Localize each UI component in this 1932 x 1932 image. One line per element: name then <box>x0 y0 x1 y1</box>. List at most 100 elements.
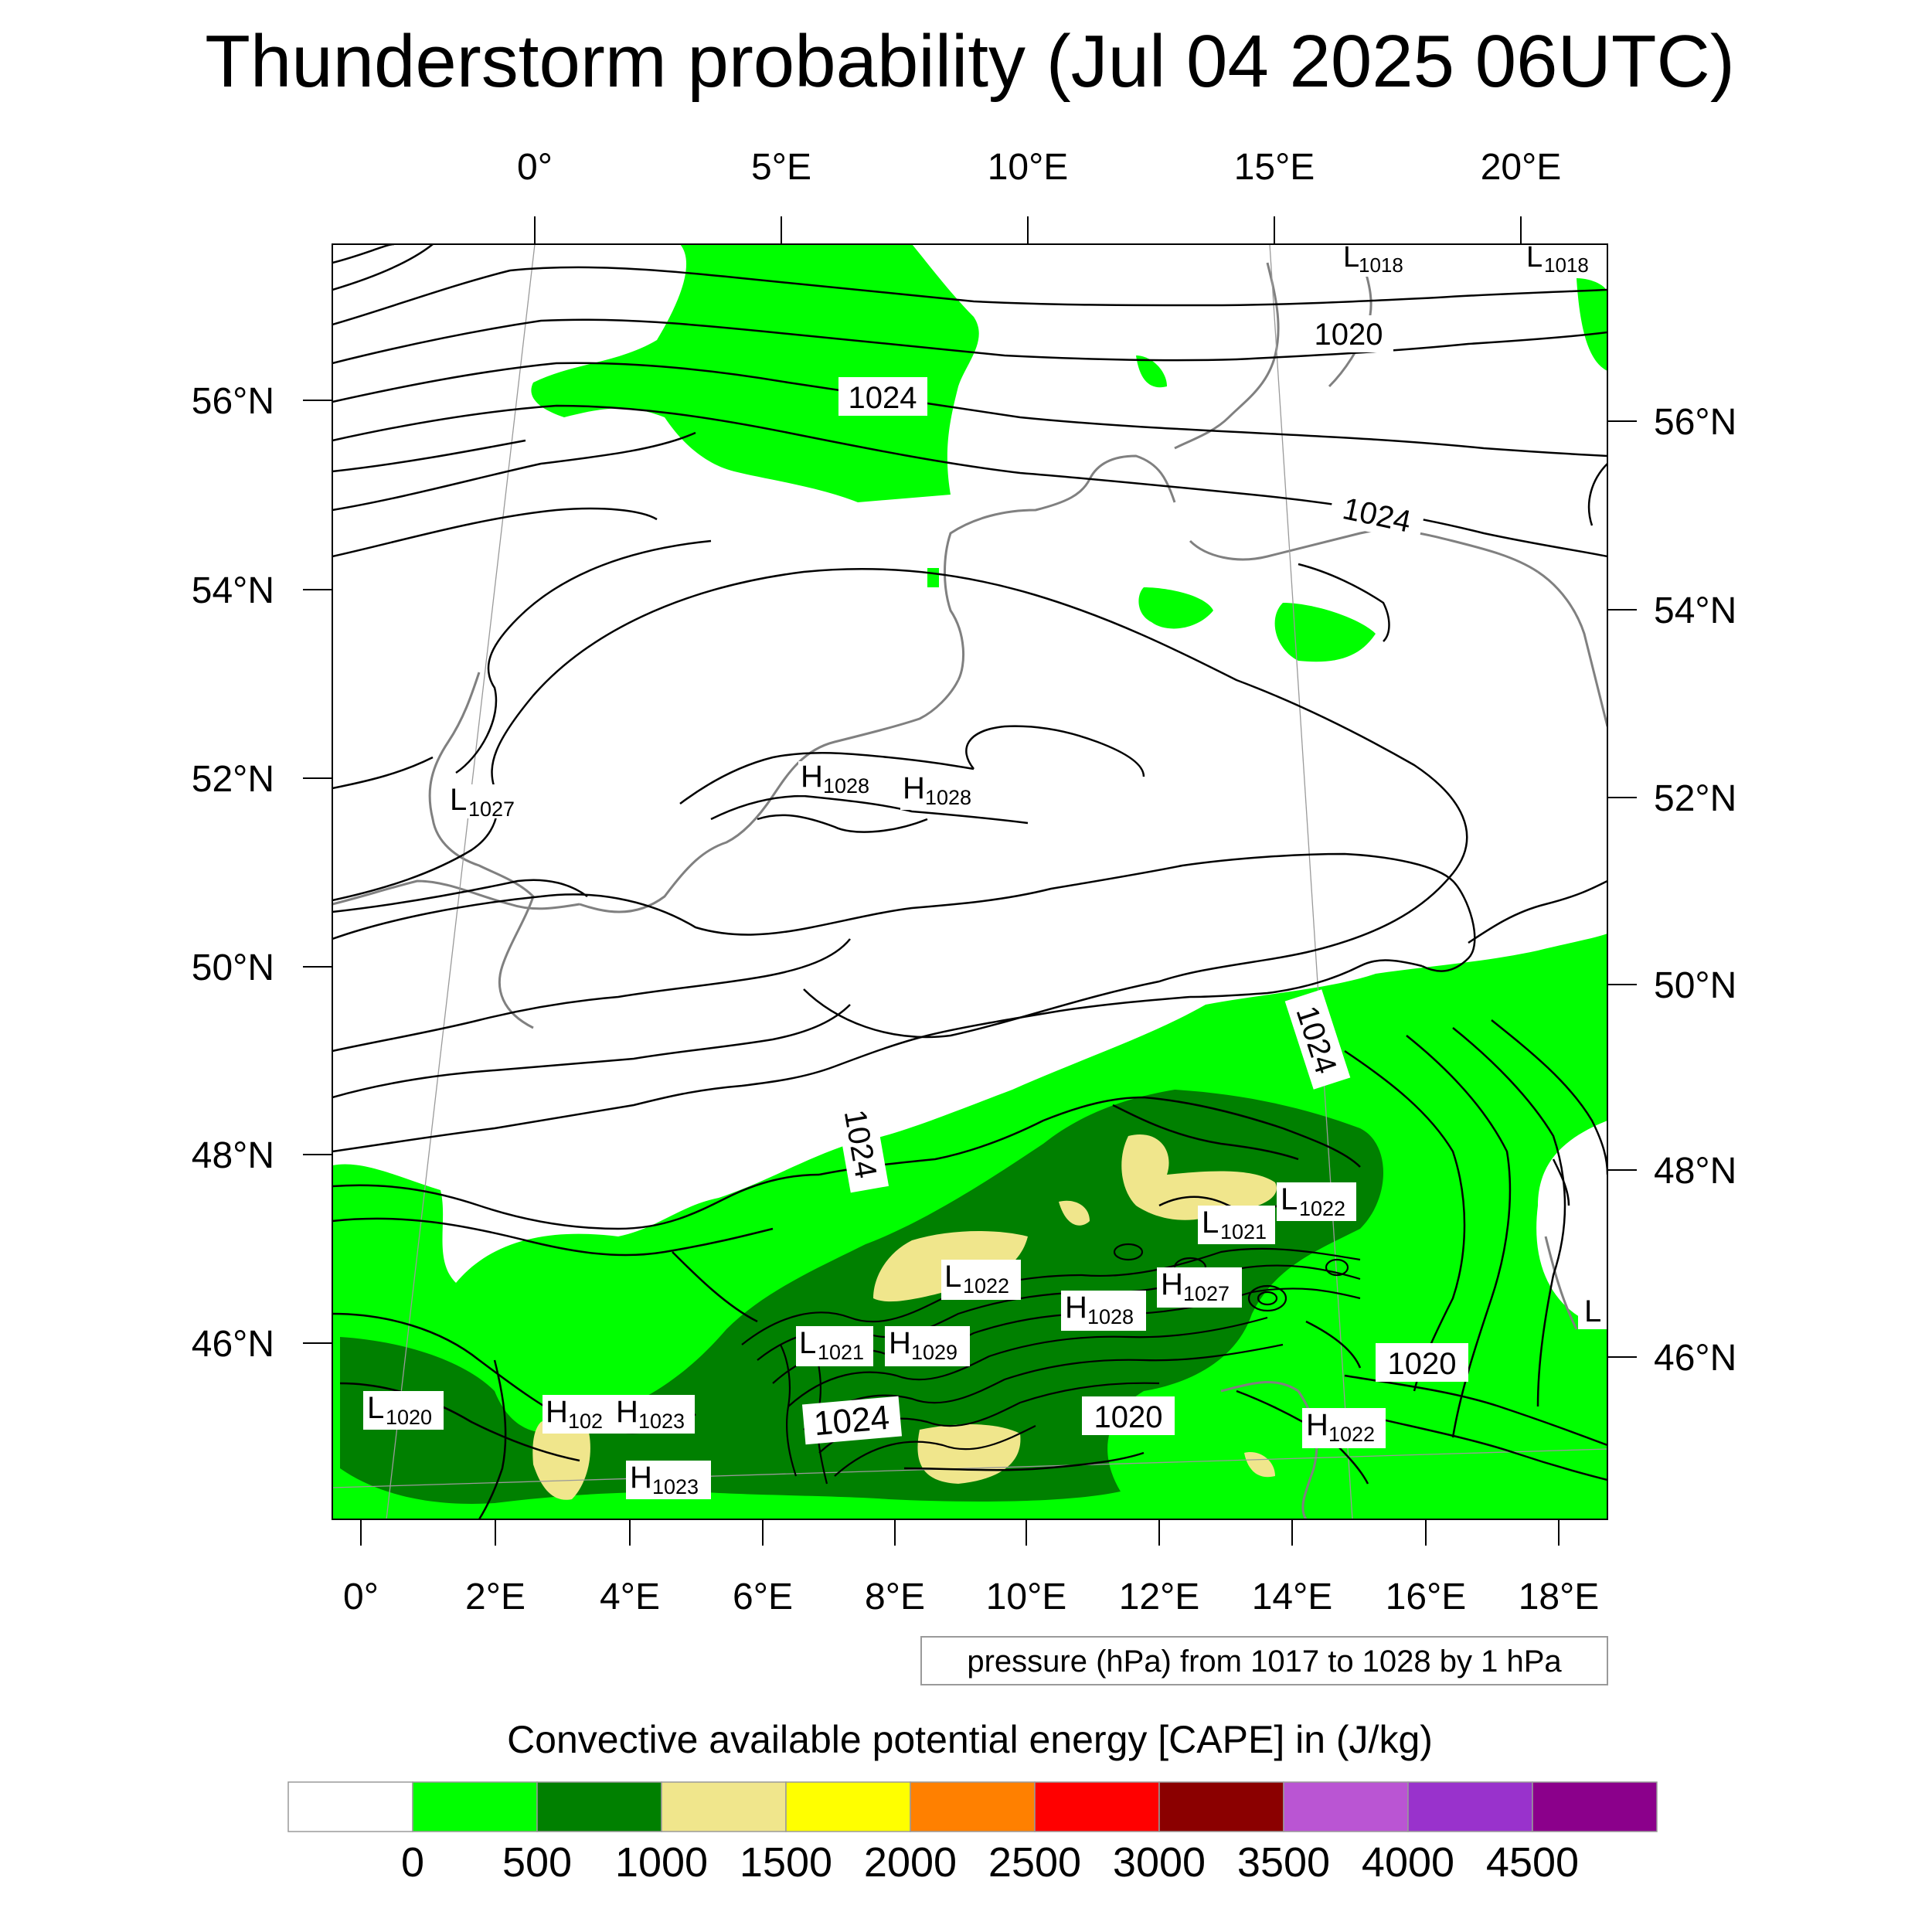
top-lon-tick-label: 15°E <box>1234 147 1315 188</box>
pressure-center-low: L 1020 <box>363 1391 444 1430</box>
svg-text:H: H <box>630 1461 652 1495</box>
top-lon-tick-label: 10°E <box>988 147 1069 188</box>
svg-text:L: L <box>450 783 467 817</box>
bottom-lon-tick-label: 16°E <box>1386 1577 1467 1617</box>
bottom-lon-tick-label: 2°E <box>465 1577 526 1617</box>
map-panel: 1024 1024 1024 1024 1020 1020 1020 1024 … <box>332 241 1607 1519</box>
svg-text:1021: 1021 <box>818 1341 864 1364</box>
svg-text:1029: 1029 <box>911 1341 957 1364</box>
left-lat-tick-label: 52°N <box>192 759 274 800</box>
svg-text:1021: 1021 <box>1220 1220 1267 1243</box>
bottom-longitude-labels: 0° 2°E 4°E 6°E 8°E 10°E 12°E 14°E 16°E 1… <box>343 1577 1599 1617</box>
svg-text:1020: 1020 <box>1315 318 1383 352</box>
colorbar-swatch <box>412 1781 538 1832</box>
right-lat-tick-label: 54°N <box>1654 590 1736 631</box>
left-lat-tick-label: 48°N <box>192 1135 274 1176</box>
svg-text:L: L <box>1281 1182 1298 1216</box>
pressure-center-low: L 1021 <box>796 1326 873 1366</box>
bottom-longitude-axis <box>360 1519 1560 1546</box>
pressure-center-high: H 1028 <box>900 771 984 810</box>
svg-text:L: L <box>1584 1294 1601 1328</box>
pressure-center-high: H 1027 <box>1157 1267 1242 1308</box>
colorbar-swatch <box>287 1781 413 1832</box>
isobar-label: 1024 <box>1284 989 1351 1090</box>
svg-text:L: L <box>1526 241 1543 274</box>
svg-text:H: H <box>1306 1408 1328 1442</box>
bottom-lon-tick-label: 14°E <box>1252 1577 1333 1617</box>
isobar-label: 1020 <box>1082 1396 1175 1435</box>
contour-info-box: pressure (hPa) from 1017 to 1028 by 1 hP… <box>920 1636 1608 1685</box>
svg-text:1028: 1028 <box>823 774 869 798</box>
svg-text:1020: 1020 <box>1388 1347 1457 1381</box>
colorbar-swatch <box>1532 1781 1658 1832</box>
svg-text:1027: 1027 <box>468 798 515 821</box>
svg-text:1018: 1018 <box>1359 253 1403 277</box>
svg-text:1028: 1028 <box>925 786 971 809</box>
svg-text:1020: 1020 <box>386 1406 432 1429</box>
colorbar-swatch <box>1158 1781 1284 1832</box>
pressure-center-high: H 102 <box>543 1395 614 1434</box>
pressure-center-high: H 1023 <box>613 1395 695 1434</box>
svg-text:1023: 1023 <box>638 1410 685 1433</box>
colorbar-tick-label: 1000 <box>615 1839 708 1886</box>
svg-text:L: L <box>367 1391 384 1425</box>
top-longitude-labels: 0° 5°E 10°E 15°E 20°E <box>517 147 1561 188</box>
right-latitude-axis <box>1607 420 1637 1358</box>
bottom-lon-tick-label: 8°E <box>865 1577 925 1617</box>
colorbar-swatch <box>1407 1781 1533 1832</box>
svg-text:L: L <box>1343 241 1359 274</box>
colorbar-tick-label: 3500 <box>1237 1839 1330 1886</box>
svg-text:H: H <box>546 1395 568 1429</box>
colorbar-tick-label: 0 <box>401 1839 424 1886</box>
svg-text:1022: 1022 <box>1328 1423 1375 1446</box>
colorbar-swatch <box>536 1781 662 1832</box>
colorbar-swatch <box>785 1781 911 1832</box>
graticule <box>332 244 1607 1519</box>
svg-text:1022: 1022 <box>1299 1197 1345 1220</box>
top-lon-tick-label: 5°E <box>751 147 811 188</box>
svg-text:H: H <box>1161 1267 1183 1301</box>
colorbar-swatch <box>1034 1781 1160 1832</box>
colorbar-tick-label: 2000 <box>864 1839 957 1886</box>
top-lon-tick-label: 0° <box>517 147 553 188</box>
contour-info-text: pressure (hPa) from 1017 to 1028 by 1 hP… <box>967 1645 1562 1679</box>
top-lon-tick-label: 20°E <box>1481 147 1562 188</box>
left-lat-tick-label: 54°N <box>192 570 274 611</box>
pressure-center-high: H 1029 <box>885 1326 970 1366</box>
pressure-center-high: H 1023 <box>626 1461 711 1499</box>
cape-colorbar <box>287 1781 1658 1832</box>
map-frame <box>332 243 1608 1520</box>
svg-text:H: H <box>1065 1291 1087 1325</box>
pressure-center-low: L <box>1578 1294 1607 1329</box>
bottom-lon-tick-label: 4°E <box>600 1577 660 1617</box>
left-latitude-axis <box>303 400 332 1344</box>
bottom-lon-tick-label: 18°E <box>1519 1577 1600 1617</box>
isobar-label: 1020 <box>1304 315 1393 352</box>
figure-title: Thunderstorm probability (Jul 04 2025 06… <box>205 20 1735 103</box>
right-lat-tick-label: 50°N <box>1654 965 1736 1006</box>
svg-text:1024: 1024 <box>849 381 917 415</box>
isobar-labels: 1024 1024 1024 1024 1020 1020 1020 1024 <box>801 315 1468 1445</box>
right-lat-tick-label: 52°N <box>1654 778 1736 819</box>
colorbar-tick-label: 4000 <box>1362 1839 1454 1886</box>
right-lat-tick-label: 48°N <box>1654 1151 1736 1192</box>
svg-text:102: 102 <box>568 1410 603 1433</box>
svg-text:L: L <box>1202 1206 1219 1240</box>
pressure-center-high: H 1028 <box>1061 1291 1146 1331</box>
svg-text:H: H <box>903 771 925 805</box>
svg-text:L: L <box>799 1326 816 1360</box>
svg-text:1020: 1020 <box>1094 1400 1163 1434</box>
svg-text:H: H <box>801 760 823 794</box>
bottom-lon-tick-label: 0° <box>343 1577 379 1617</box>
right-lat-tick-label: 46°N <box>1654 1338 1736 1379</box>
svg-text:H: H <box>889 1326 911 1360</box>
pressure-center-low: L 1022 <box>1277 1182 1356 1221</box>
pressure-center-high: H 1028 <box>798 760 879 798</box>
isobar-label: 1020 <box>1376 1343 1468 1382</box>
colorbar-tick-label: 3000 <box>1113 1839 1206 1886</box>
svg-text:L: L <box>944 1260 961 1294</box>
left-lat-tick-label: 46°N <box>192 1324 274 1365</box>
pressure-center-low: L 1021 <box>1198 1206 1275 1244</box>
